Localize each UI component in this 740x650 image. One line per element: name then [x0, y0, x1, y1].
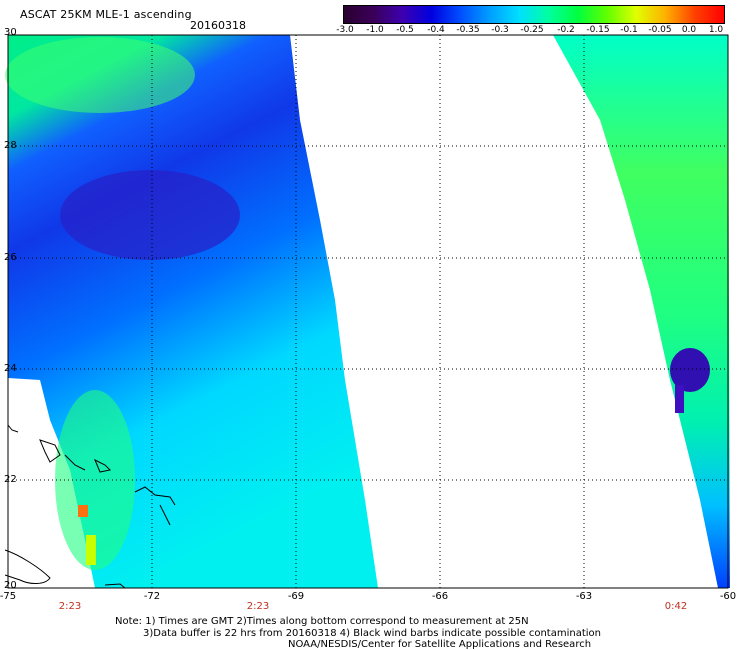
- lon-label: -69: [287, 591, 305, 602]
- lat-label: 26: [4, 252, 17, 263]
- lon-label: -63: [575, 591, 593, 602]
- colorbar: [343, 5, 725, 24]
- lat-label: 24: [4, 363, 17, 374]
- lon-label: -66: [431, 591, 449, 602]
- swath-west-feature: [78, 505, 88, 517]
- lon-label: -72: [143, 591, 161, 602]
- map-frame: [7, 34, 729, 589]
- colorbar-tick: -0.2: [557, 25, 575, 35]
- pass-time: 2:23: [58, 601, 82, 612]
- coastline: [94, 458, 112, 473]
- note-line: 3)Data buffer is 22 hrs from 20160318 4)…: [143, 628, 601, 639]
- swath-west-feature: [55, 390, 135, 570]
- colorbar-tick: -0.15: [586, 25, 610, 35]
- swath-east: [553, 35, 730, 588]
- chart-title: ASCAT 25KM MLE-1 ascending: [20, 8, 192, 21]
- lat-label: 20: [4, 580, 17, 591]
- coastline: [7, 424, 19, 433]
- swath-east-feature: [670, 348, 710, 392]
- colorbar-tick: -0.5: [396, 25, 414, 35]
- colorbar-tick: -0.05: [648, 25, 672, 35]
- lat-label: 30: [4, 27, 17, 38]
- lon-label: -60: [719, 591, 737, 602]
- swath-west-feature: [60, 170, 240, 260]
- lon-label: -75: [0, 591, 17, 602]
- pass-time: 0:42: [664, 601, 688, 612]
- chart-date: 20160318: [190, 19, 246, 32]
- colorbar-ticks: -3.0 -1.0 -0.5 -0.4 -0.35 -0.3 -0.25 -0.…: [320, 25, 740, 37]
- swath-west-feature: [5, 37, 195, 113]
- coastline: [104, 583, 126, 589]
- coastline: [64, 454, 86, 471]
- coastline: [39, 439, 61, 463]
- colorbar-tick: 0.0: [681, 25, 697, 35]
- coastline: [4, 549, 51, 584]
- pass-time: 2:23: [246, 601, 270, 612]
- colorbar-tick: -0.1: [620, 25, 638, 35]
- coastline: [159, 504, 171, 526]
- colorbar-tick: -0.4: [427, 25, 445, 35]
- note-line: Note: 1) Times are GMT 2)Times along bot…: [115, 616, 529, 627]
- colorbar-tick: -3.0: [336, 25, 354, 35]
- coastlines: [4, 424, 176, 589]
- colorbar-tick: -0.25: [520, 25, 544, 35]
- colorbar-tick: -0.35: [456, 25, 480, 35]
- swath-east-feature: [675, 385, 684, 413]
- swath-west-feature: [86, 535, 96, 565]
- colorbar-tick: 1.0: [708, 25, 724, 35]
- lat-label: 28: [4, 140, 17, 151]
- note-line: NOAA/NESDIS/Center for Satellite Applica…: [288, 639, 592, 650]
- colorbar-tick: -1.0: [366, 25, 384, 35]
- colorbar-tick: -0.3: [491, 25, 509, 35]
- coastline: [134, 486, 176, 506]
- gridlines: [8, 35, 728, 588]
- lat-label: 22: [4, 474, 17, 485]
